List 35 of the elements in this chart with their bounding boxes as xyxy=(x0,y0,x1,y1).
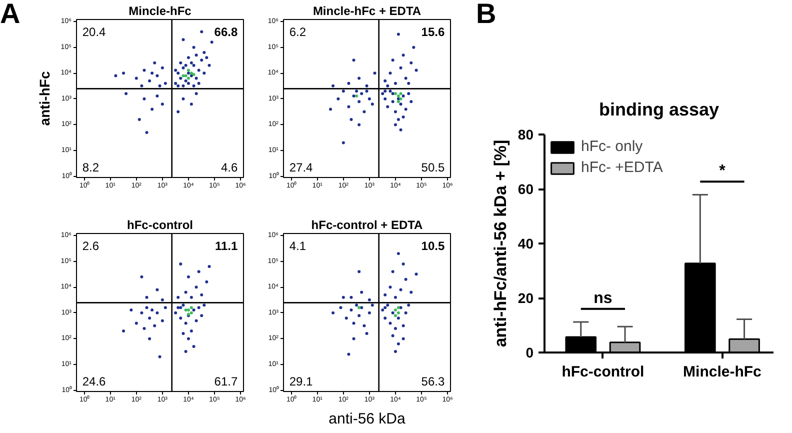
annotation: 29.1 xyxy=(289,374,314,389)
annotation: 50.5 xyxy=(421,160,445,175)
y-tick-label: 40 xyxy=(518,236,534,252)
chart-title: hFc-control + EDTA xyxy=(311,218,424,232)
text: B xyxy=(476,0,496,29)
annotation: 20.4 xyxy=(82,24,106,39)
chart-title: hFc-control xyxy=(127,218,194,232)
y-axis-title: anti-hFc xyxy=(36,71,53,126)
annotation: 56.3 xyxy=(421,374,445,389)
annotation: 10.5 xyxy=(421,238,445,253)
y-tick-label: 60 xyxy=(518,181,534,197)
y-axis-title: anti-hFc/anti-56 kDa + [%] xyxy=(490,140,510,348)
annotation: 24.6 xyxy=(82,374,106,389)
annotation: * xyxy=(719,162,726,180)
y-tick-label: 20 xyxy=(518,290,534,306)
legend-label: hFc- only xyxy=(581,138,643,155)
annotation: 8.2 xyxy=(82,160,100,175)
annotation: 15.6 xyxy=(421,24,445,39)
y-tick-label: 0 xyxy=(526,344,534,360)
annotation: 61.7 xyxy=(214,374,238,389)
annotation: 4.6 xyxy=(220,160,238,175)
legend-label: hFc- +EDTA xyxy=(581,159,663,176)
annotation: 66.8 xyxy=(214,24,238,39)
chart-title: Mincle-hFc xyxy=(128,4,192,18)
chart-title: binding assay xyxy=(598,100,720,120)
chart-title: Mincle-hFc + EDTA xyxy=(312,4,422,18)
annotation: 4.1 xyxy=(289,238,306,253)
annotation: 6.2 xyxy=(289,24,306,39)
annotation: ns xyxy=(594,290,612,307)
y-tick-label: 80 xyxy=(518,126,534,142)
annotation: 2.6 xyxy=(82,238,100,253)
annotation: 27.4 xyxy=(289,160,314,175)
x-axis-title: anti-56 kDa xyxy=(328,410,406,428)
annotation: 11.1 xyxy=(214,238,238,253)
text: A xyxy=(0,0,20,29)
